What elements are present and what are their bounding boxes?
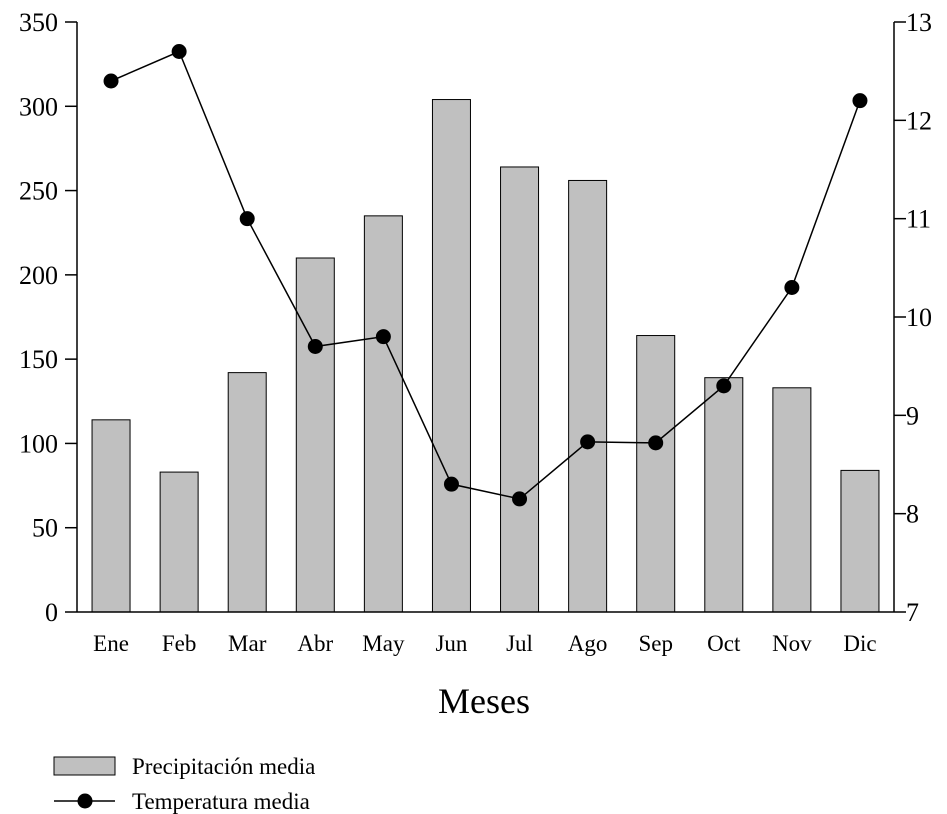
x-tick-label-nov: Nov bbox=[772, 631, 812, 656]
x-tick-label-mar: Mar bbox=[228, 631, 267, 656]
x-tick-label-oct: Oct bbox=[707, 631, 741, 656]
temperature-point-ene bbox=[103, 73, 119, 89]
right-tick-label: 12 bbox=[906, 106, 932, 135]
left-tick-label: 300 bbox=[19, 92, 58, 121]
x-tick-label-ene: Ene bbox=[93, 631, 129, 656]
temperature-point-may bbox=[375, 329, 391, 345]
bar-nov bbox=[772, 387, 812, 613]
temperature-point-ago bbox=[580, 434, 596, 450]
line-series-temperatura bbox=[103, 44, 868, 507]
bar-may bbox=[363, 215, 403, 613]
temperature-point-sep bbox=[648, 435, 664, 451]
x-tick-label-ago: Ago bbox=[568, 631, 608, 656]
left-tick-label: 50 bbox=[32, 514, 58, 543]
x-axis-title: Meses bbox=[438, 681, 530, 721]
legend: Precipitación media Temperatura media bbox=[53, 754, 315, 814]
bar-ene bbox=[91, 419, 131, 613]
axes: 0 50 100 150 200 250 300 350 7 8 9 10 11 12 13 Ene Feb Ma… bbox=[19, 8, 932, 656]
temperature-point-mar bbox=[239, 211, 255, 227]
left-tick-label: 100 bbox=[19, 429, 58, 458]
temperature-point-feb bbox=[171, 44, 187, 59]
x-tick-label-jun: Jun bbox=[435, 631, 467, 656]
left-tick-label: 150 bbox=[19, 345, 58, 374]
temperature-point-nov bbox=[784, 280, 800, 295]
bar-abr bbox=[295, 257, 335, 613]
bar-feb bbox=[159, 471, 199, 613]
right-tick-label: 10 bbox=[906, 303, 932, 332]
x-tick-label-jul: Jul bbox=[506, 631, 533, 656]
legend-label-precipitacion: Precipitación media bbox=[132, 754, 315, 779]
left-tick-label: 0 bbox=[45, 598, 58, 627]
right-tick-label: 11 bbox=[906, 205, 931, 234]
left-tick-label: 350 bbox=[19, 8, 58, 37]
bar-jun bbox=[431, 99, 471, 613]
legend-swatch-precipitacion bbox=[53, 756, 116, 776]
legend-marker-temperatura bbox=[77, 793, 93, 809]
bar-mar bbox=[227, 372, 267, 613]
bar-jul bbox=[500, 166, 540, 613]
bar-oct bbox=[704, 377, 744, 613]
bar-sep bbox=[636, 335, 676, 613]
right-tick-label: 13 bbox=[906, 8, 932, 37]
temperature-point-jul bbox=[512, 491, 528, 507]
right-tick-label: 9 bbox=[906, 401, 919, 430]
temperature-point-jun bbox=[443, 476, 459, 492]
right-tick-label: 7 bbox=[906, 598, 919, 627]
x-tick-label-sep: Sep bbox=[638, 631, 673, 656]
x-tick-label-may: May bbox=[362, 631, 405, 656]
bar-ago bbox=[568, 179, 608, 613]
x-tick-label-dic: Dic bbox=[843, 631, 876, 656]
temperature-line bbox=[110, 50, 861, 500]
x-tick-label-feb: Feb bbox=[162, 631, 197, 656]
legend-label-temperatura: Temperatura media bbox=[132, 789, 310, 814]
right-tick-label: 8 bbox=[906, 500, 919, 529]
temperature-point-abr bbox=[307, 339, 323, 354]
left-tick-label: 200 bbox=[19, 261, 58, 290]
bar-dic bbox=[840, 469, 880, 613]
left-tick-label: 250 bbox=[19, 177, 58, 206]
temperature-point-oct bbox=[716, 378, 732, 394]
temperature-point-dic bbox=[852, 93, 868, 109]
bar-series-precipitacion bbox=[91, 99, 880, 613]
x-tick-label-abr: Abr bbox=[297, 631, 333, 656]
